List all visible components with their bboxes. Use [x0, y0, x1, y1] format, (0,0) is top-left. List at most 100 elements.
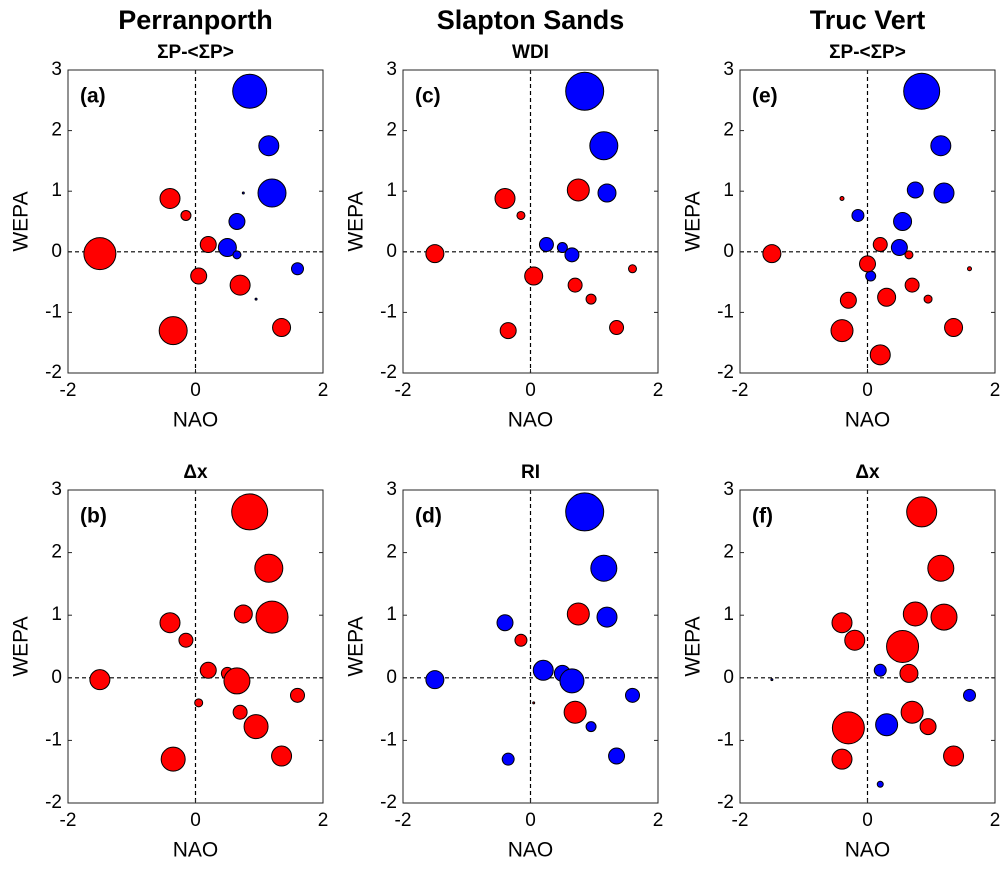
bubble [257, 178, 287, 208]
bubble [830, 319, 854, 343]
y-tick-label: 1 [51, 180, 62, 201]
y-tick-label: 1 [386, 180, 397, 201]
y-tick-label: 3 [51, 479, 62, 500]
bubble [499, 322, 517, 340]
y-tick-label: 3 [386, 59, 397, 80]
bubble [902, 601, 928, 627]
panel-subtitle: Δx [855, 462, 880, 483]
bubble [933, 182, 955, 204]
x-tick-label: 2 [653, 380, 664, 401]
bubble [501, 752, 515, 766]
bubble [890, 239, 908, 257]
x-tick-label: -2 [395, 810, 412, 831]
y-tick-label: 0 [386, 667, 397, 688]
panel-title: Truc Vert [810, 5, 926, 35]
bubble [589, 131, 619, 161]
bubble [596, 606, 618, 628]
y-tick-label: 3 [723, 479, 734, 500]
bubble [563, 700, 587, 724]
bubble [872, 237, 888, 253]
y-tick-label: 0 [723, 667, 734, 688]
bubble [567, 277, 583, 293]
bubble [158, 316, 188, 346]
bubble [228, 213, 246, 230]
bubble [903, 72, 941, 110]
x-tick-label: -2 [732, 380, 749, 401]
y-tick-label: 0 [51, 667, 62, 688]
x-axis-label: NAO [173, 409, 219, 432]
y-tick-label: 0 [723, 241, 734, 262]
bubble [159, 612, 181, 634]
bubble [877, 287, 897, 307]
bubble [906, 181, 924, 199]
y-axis-label: WEPA [10, 191, 33, 251]
bubble [514, 633, 528, 647]
bubble [919, 718, 937, 736]
bubble [963, 688, 976, 702]
y-tick-label: 1 [386, 604, 397, 625]
bubble [194, 698, 204, 708]
bubble [494, 187, 516, 209]
y-tick-label: 1 [51, 604, 62, 625]
y-tick-label: 2 [386, 542, 397, 563]
x-axis-label: NAO [845, 409, 891, 432]
bubble [532, 701, 536, 705]
bubble [232, 73, 268, 109]
bubble [538, 237, 554, 253]
bubble [944, 318, 964, 338]
x-axis-label: NAO [173, 839, 219, 862]
x-tick-label: 0 [862, 380, 873, 401]
bubble [180, 209, 192, 221]
bubble [231, 493, 269, 531]
bubble [859, 255, 876, 273]
bubble [254, 553, 284, 583]
bubble [876, 780, 884, 788]
y-axis-label: WEPA [682, 191, 705, 251]
y-tick-label: 3 [51, 59, 62, 80]
x-tick-label: 2 [318, 810, 329, 831]
bubble [89, 669, 111, 691]
y-tick-label: -2 [45, 792, 62, 813]
y-tick-label: -2 [380, 792, 397, 813]
bubble [900, 700, 924, 724]
bubble [566, 602, 590, 626]
y-tick-label: 2 [51, 542, 62, 563]
bubble [585, 293, 597, 305]
bubble [930, 135, 952, 157]
x-axis-label: NAO [508, 839, 554, 862]
bubble [628, 264, 637, 274]
bubble [566, 178, 590, 202]
bubble [291, 262, 304, 276]
bubble [585, 721, 597, 733]
bubble [559, 668, 585, 694]
y-axis-label: WEPA [10, 616, 33, 676]
y-tick-label: -1 [45, 301, 62, 322]
bubble [217, 238, 237, 258]
y-tick-label: 3 [723, 59, 734, 80]
x-tick-label: 0 [525, 380, 536, 401]
bubble [967, 266, 972, 272]
x-tick-label: 2 [318, 380, 329, 401]
y-tick-label: 2 [386, 120, 397, 141]
y-axis-label: WEPA [345, 191, 368, 251]
bubble [190, 267, 208, 285]
bubble [199, 661, 217, 679]
bubble [271, 745, 293, 767]
bubble [272, 318, 292, 338]
bubble [532, 659, 554, 681]
y-axis-label: WEPA [682, 616, 705, 676]
bubble [83, 237, 117, 271]
bubble [516, 210, 526, 220]
y-tick-label: -2 [380, 362, 397, 383]
bubble [923, 294, 933, 304]
bubble [496, 614, 514, 632]
x-tick-label: 2 [990, 810, 1001, 831]
x-tick-label: 0 [862, 810, 873, 831]
bubble [565, 492, 605, 532]
panel-label: (d) [415, 505, 442, 528]
y-tick-label: -1 [45, 729, 62, 750]
bubble [232, 250, 242, 260]
bubble [865, 270, 877, 282]
bubble [927, 554, 955, 582]
